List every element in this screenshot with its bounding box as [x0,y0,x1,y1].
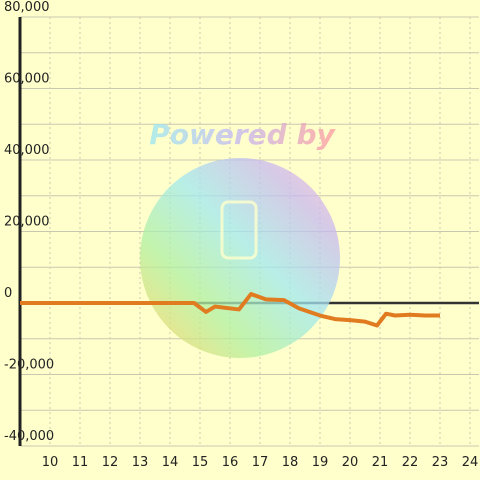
x-tick-label: 23 [432,455,449,470]
y-tick-label: -40,000 [4,429,54,444]
watermark-icon [220,200,258,260]
x-tick-label: 10 [42,455,59,470]
y-tick-label: 40,000 [4,143,50,158]
y-tick-label: 60,000 [4,72,50,87]
x-tick-label: 24 [462,455,479,470]
y-tick-label: 20,000 [4,215,50,230]
x-tick-label: 16 [222,455,239,470]
y-tick-label: 0 [4,286,12,301]
y-tick-label: -20,000 [4,358,54,373]
x-tick-label: 15 [192,455,209,470]
x-tick-label: 18 [282,455,299,470]
watermark-text: Powered by [149,118,336,151]
x-tick-label: 17 [252,455,269,470]
x-tick-label: 14 [162,455,179,470]
x-tick-label: 20 [342,455,359,470]
data-line [20,292,440,328]
x-tick-label: 11 [72,455,89,470]
y-tick-label: 80,000 [4,0,50,15]
x-tick-label: 22 [402,455,419,470]
x-tick-label: 21 [372,455,389,470]
x-tick-label: 19 [312,455,329,470]
x-tick-label: 13 [132,455,149,470]
x-tick-label: 12 [102,455,119,470]
